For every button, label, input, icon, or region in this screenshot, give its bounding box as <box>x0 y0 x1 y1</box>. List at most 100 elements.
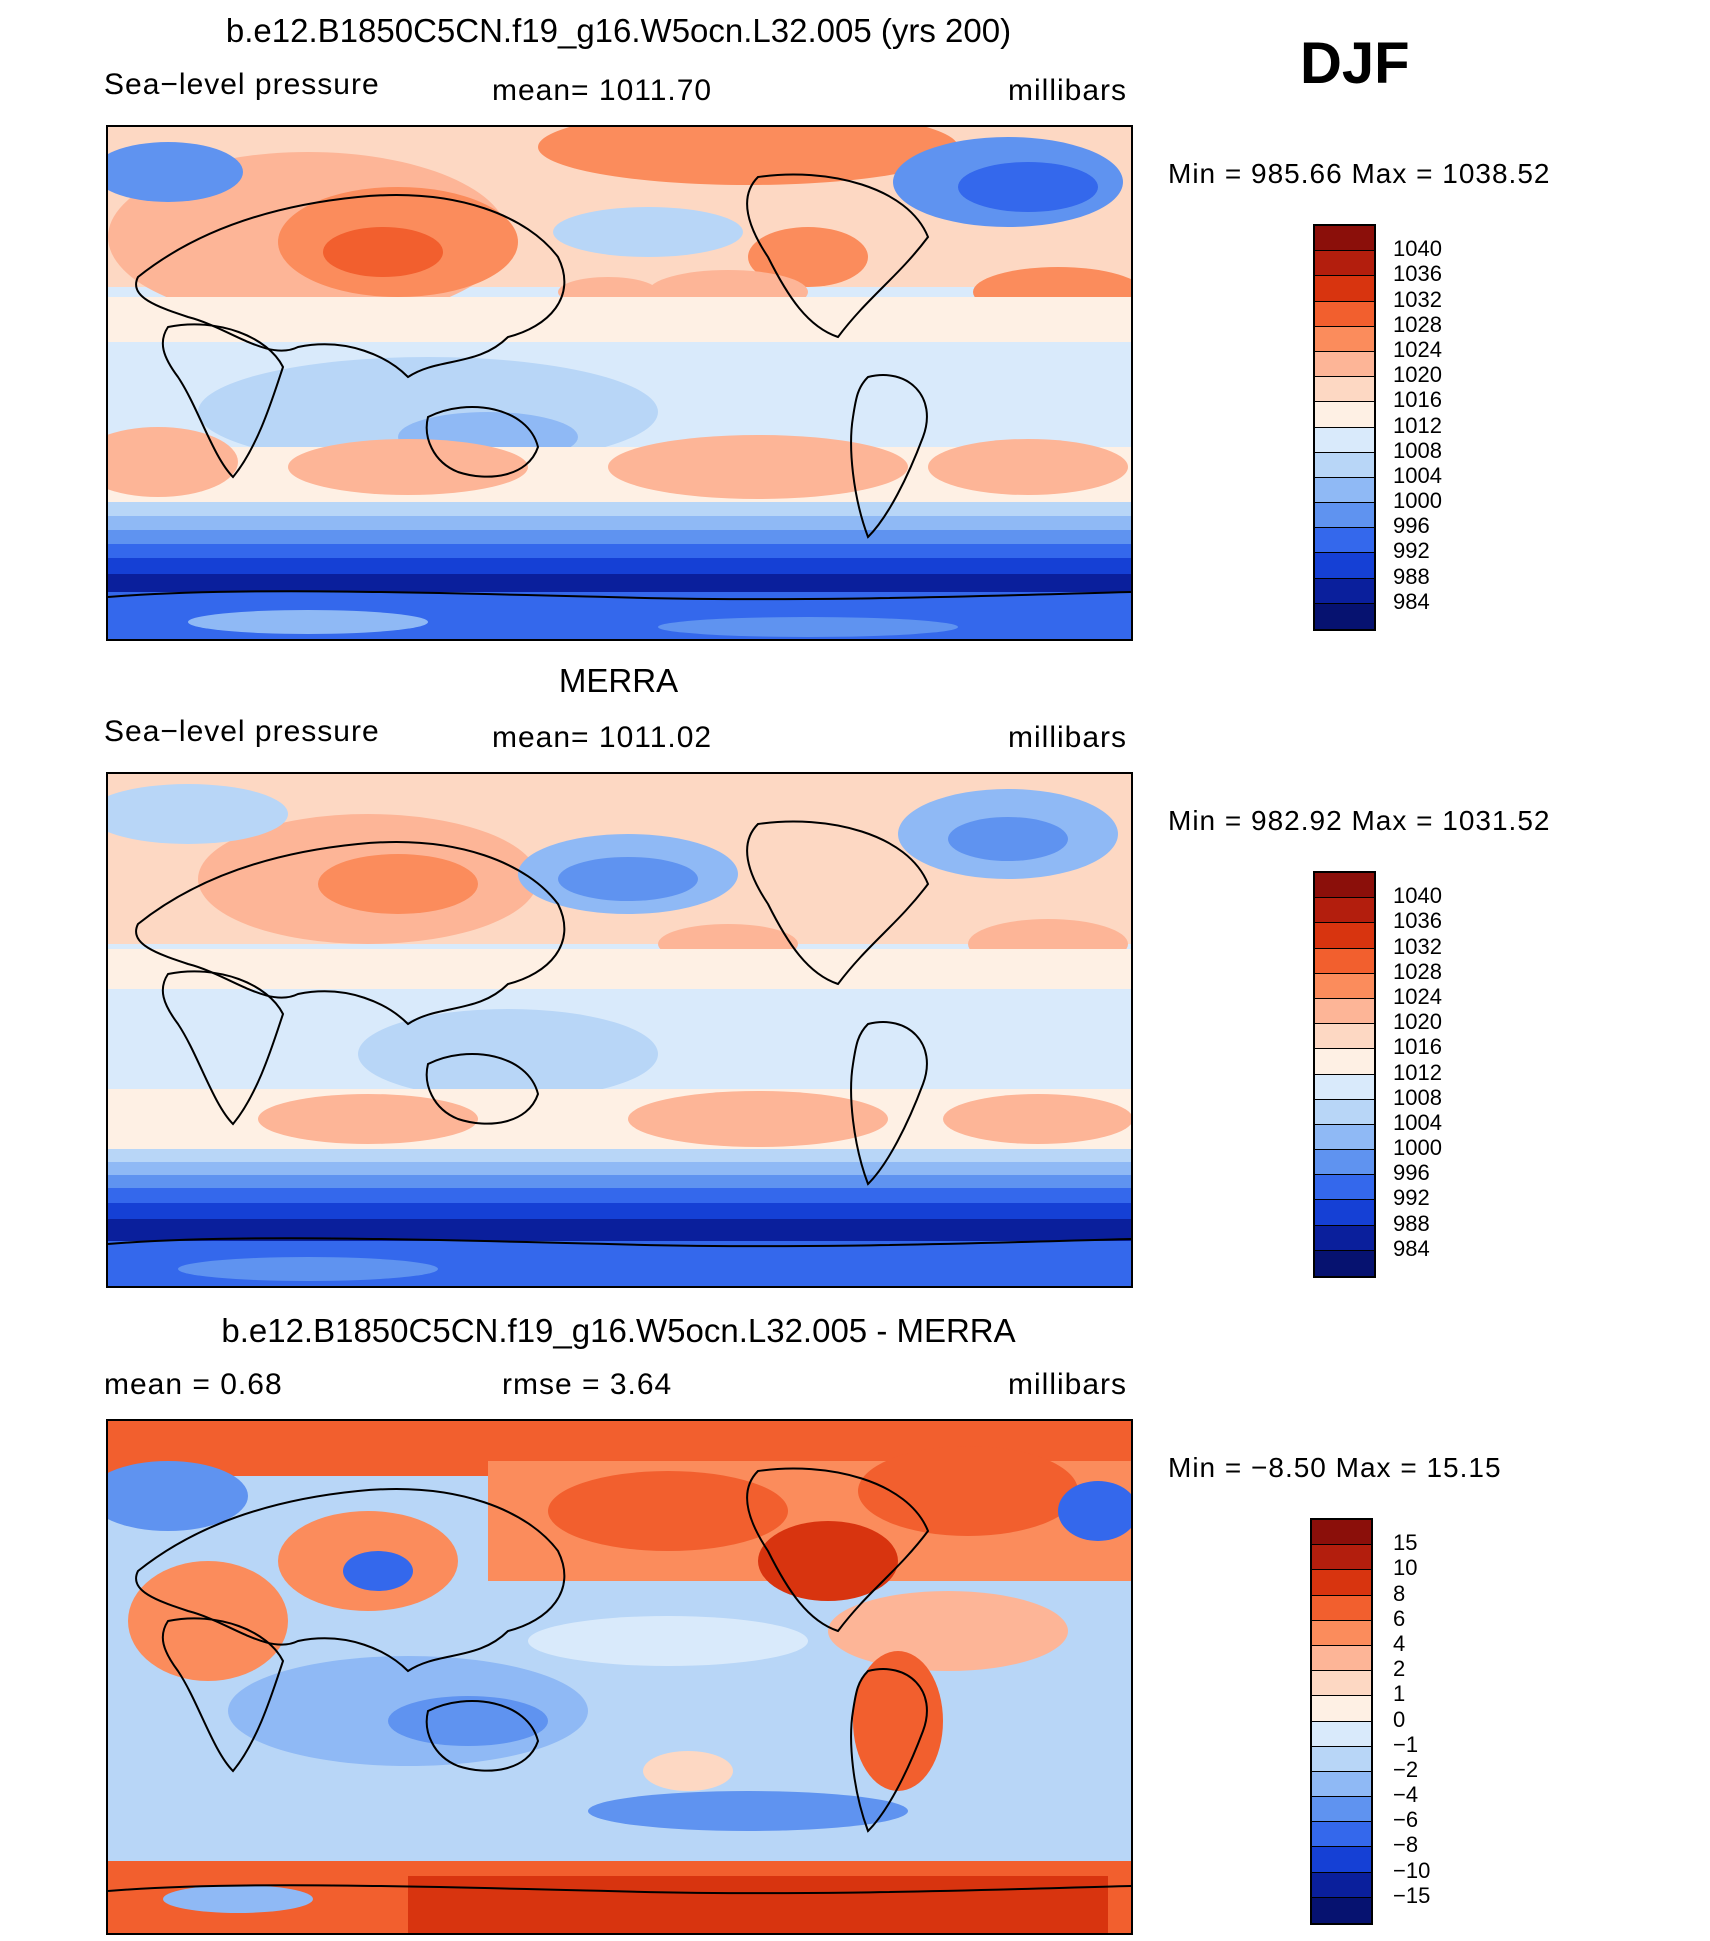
colorbar-swatch <box>1315 377 1374 403</box>
map-model <box>106 125 1133 641</box>
colorbar-swatch <box>1312 1620 1371 1646</box>
colorbar-label: 4 <box>1393 1630 1406 1656</box>
colorbar-label: 1004 <box>1393 462 1442 488</box>
colorbar-swatch <box>1312 1771 1371 1798</box>
colorbar-swatch <box>1315 1124 1374 1151</box>
colorbar-label: 1016 <box>1393 1034 1442 1060</box>
colorbar-swatch <box>1315 1099 1374 1125</box>
colorbar-swatch <box>1315 553 1374 579</box>
colorbar-label: 988 <box>1393 1210 1430 1236</box>
colorbar-label: 6 <box>1393 1605 1406 1631</box>
colorbar-label: 1 <box>1393 1681 1406 1707</box>
colorbar-swatch <box>1315 898 1374 924</box>
colorbar-swatch <box>1315 603 1374 629</box>
colorbar-swatch <box>1315 251 1374 277</box>
colorbar-swatch <box>1312 1797 1371 1823</box>
map-obs <box>106 772 1133 1288</box>
colorbar-swatch <box>1315 1074 1374 1100</box>
units-label-diff: millibars <box>1008 1368 1128 1401</box>
panel-title-diff: b.e12.B1850C5CN.f19_g16.W5ocn.L32.005 - … <box>221 1312 1016 1349</box>
colorbar-swatch <box>1315 923 1374 949</box>
colorbar-swatch <box>1315 351 1374 378</box>
colorbar-swatch <box>1315 503 1374 529</box>
colorbar-swatch <box>1315 1200 1374 1226</box>
colorbar-swatch <box>1315 948 1374 974</box>
colorbar-label: 1020 <box>1393 362 1442 388</box>
colorbar-swatch <box>1315 1250 1374 1276</box>
colorbar-label: 1008 <box>1393 1084 1442 1110</box>
colorbar-label: 1016 <box>1393 387 1442 413</box>
colorbar-label: 1032 <box>1393 933 1442 959</box>
colorbar-label: 1008 <box>1393 437 1442 463</box>
colorbar-model <box>1313 224 1376 631</box>
colorbar-swatch <box>1315 998 1374 1025</box>
colorbar-swatch <box>1312 1595 1371 1621</box>
minmax-diff: Min = −8.50 Max = 15.15 <box>1168 1452 1502 1483</box>
minmax-obs: Min = 982.92 Max = 1031.52 <box>1168 805 1551 836</box>
minmax-model: Min = 985.66 Max = 1038.52 <box>1168 158 1551 189</box>
colorbar-swatch <box>1315 973 1374 999</box>
colorbar-swatch <box>1312 1520 1371 1546</box>
mean-label-obs: mean= 1011.02 <box>492 721 713 754</box>
colorbar-label: 988 <box>1393 563 1430 589</box>
colorbar-swatch <box>1312 1696 1371 1722</box>
field-label-model: Sea−level pressure <box>104 68 380 101</box>
colorbar-swatch <box>1315 1175 1374 1201</box>
colorbar-label: 1032 <box>1393 286 1442 312</box>
units-label-model: millibars <box>1008 74 1128 107</box>
colorbar-swatch <box>1312 1721 1371 1747</box>
colorbar-swatch <box>1312 1671 1371 1697</box>
colorbar-label: 1000 <box>1393 488 1442 514</box>
colorbar-obs <box>1313 871 1376 1278</box>
map-diff <box>106 1419 1133 1935</box>
colorbar-label: 1024 <box>1393 336 1442 362</box>
colorbar-label: 0 <box>1393 1706 1406 1732</box>
colorbar-diff <box>1310 1518 1373 1925</box>
colorbar-swatch <box>1315 1049 1374 1075</box>
colorbar-swatch <box>1315 1150 1374 1176</box>
colorbar-swatch <box>1315 301 1374 327</box>
colorbar-label: −8 <box>1393 1832 1419 1858</box>
mean-label-diff: mean = 0.68 <box>104 1368 283 1401</box>
colorbar-label: 1024 <box>1393 983 1442 1009</box>
colorbar-label: 2 <box>1393 1656 1406 1682</box>
colorbar-swatch <box>1312 1897 1371 1923</box>
colorbar-swatch <box>1315 1024 1374 1050</box>
colorbar-label: 1020 <box>1393 1009 1442 1035</box>
colorbar-swatch <box>1315 326 1374 352</box>
colorbar-label: 1012 <box>1393 1059 1442 1085</box>
colorbar-label: 1036 <box>1393 908 1442 934</box>
colorbar-label: 996 <box>1393 1160 1430 1186</box>
colorbar-label: −4 <box>1393 1782 1419 1808</box>
colorbar-label: −15 <box>1393 1882 1431 1908</box>
colorbar-label: 15 <box>1393 1530 1418 1556</box>
colorbar-label: 992 <box>1393 538 1430 564</box>
colorbar-label: 1012 <box>1393 412 1442 438</box>
colorbar-label: 992 <box>1393 1185 1430 1211</box>
colorbar-swatch <box>1315 226 1374 252</box>
colorbar-swatch <box>1315 276 1374 302</box>
colorbar-swatch <box>1312 1570 1371 1596</box>
colorbar-swatch <box>1315 427 1374 453</box>
colorbar-label: 1000 <box>1393 1135 1442 1161</box>
colorbar-swatch <box>1312 1847 1371 1873</box>
colorbar-label: −6 <box>1393 1807 1419 1833</box>
colorbar-label: 1040 <box>1393 883 1442 909</box>
colorbar-label: 1040 <box>1393 236 1442 262</box>
colorbar-label: 1004 <box>1393 1109 1442 1135</box>
colorbar-swatch <box>1315 1225 1374 1251</box>
season-label: DJF <box>1300 31 1410 96</box>
colorbar-swatch <box>1315 402 1374 428</box>
colorbar-label: 1028 <box>1393 958 1442 984</box>
panel-title-model: b.e12.B1850C5CN.f19_g16.W5ocn.L32.005 (y… <box>225 12 1012 49</box>
colorbar-swatch <box>1315 477 1374 504</box>
colorbar-swatch <box>1312 1872 1371 1898</box>
rmse-label-diff: rmse = 3.64 <box>502 1368 673 1401</box>
colorbar-label: 1036 <box>1393 261 1442 287</box>
colorbar-label: −10 <box>1393 1857 1431 1883</box>
colorbar-label: 996 <box>1393 513 1430 539</box>
colorbar-label: −2 <box>1393 1756 1419 1782</box>
colorbar-label: 10 <box>1393 1555 1418 1581</box>
colorbar-labels-obs: 1040 1036 1032 1028 1024 1020 1016 1012 1008 1004… <box>1393 871 1483 1278</box>
colorbar-swatch <box>1315 873 1374 899</box>
